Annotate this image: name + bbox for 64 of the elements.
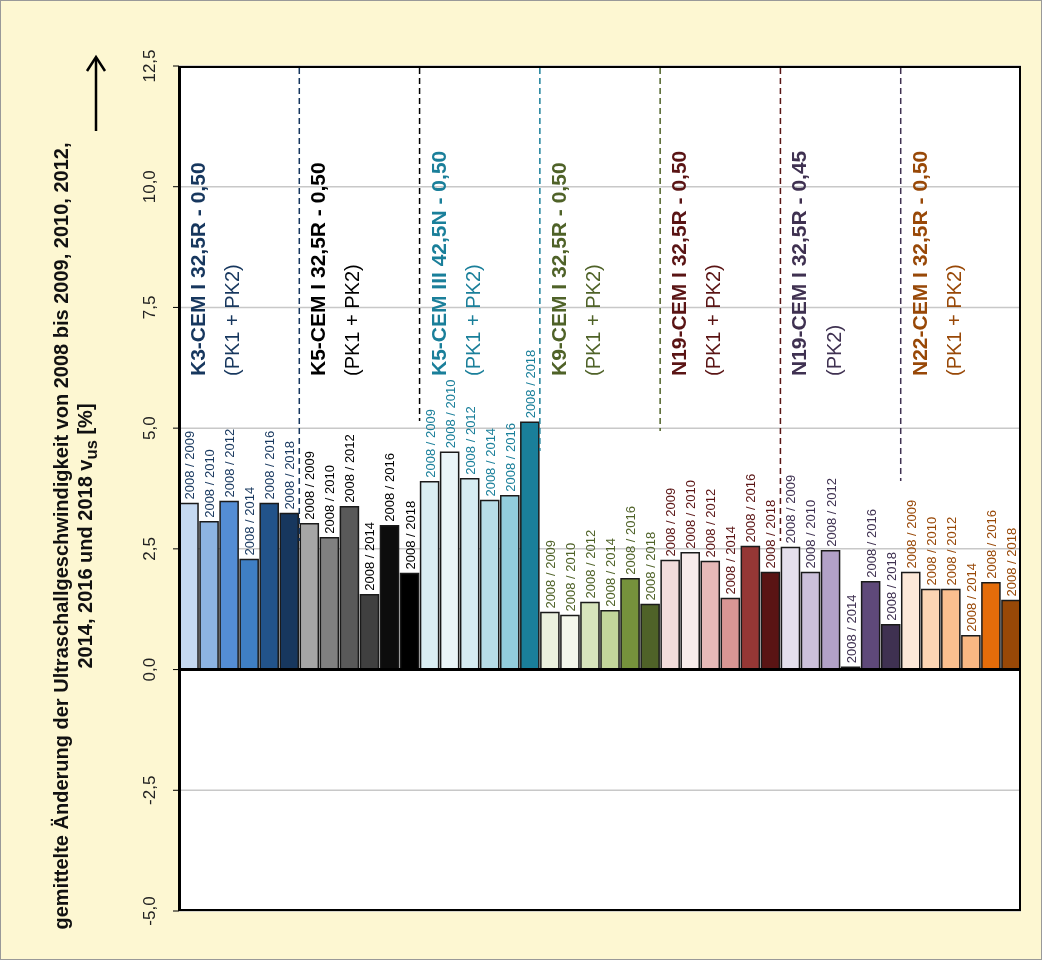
y-tick-label: 10,0 [140, 170, 159, 204]
annotation: (PK1 + PK2) [341, 264, 364, 376]
x-tick-label: 2008 / 2016 [863, 509, 879, 578]
x-tick-label: 2008 / 2009 [302, 451, 318, 520]
x-tick-label: 2008 / 2010 [683, 480, 699, 549]
x-tick-label: 2008 / 2018 [1003, 527, 1019, 597]
x-tick-label: 2008 / 2012 [823, 478, 839, 547]
x-tick-label: 2008 / 2010 [442, 379, 458, 449]
x-tick-label: 2008 / 2018 [883, 551, 899, 621]
x-tick-label: 2008 / 2018 [763, 499, 779, 569]
x-tick-label: 2008 / 2018 [643, 531, 659, 601]
annotation: (PK1 + PK2) [221, 264, 244, 376]
x-tick-label: 2008 / 2010 [202, 449, 218, 518]
annotation: (PK2) [822, 324, 845, 376]
x-tick-label: 2008 / 2018 [402, 500, 418, 570]
x-tick-label: 2008 / 2010 [923, 516, 939, 586]
x-tick-label: 2008 / 2009 [182, 430, 198, 500]
x-tick-label: 2008 / 2009 [422, 409, 438, 478]
y-tick-label: 2,5 [140, 537, 159, 561]
x-tick-label: 2008 / 2009 [903, 499, 919, 569]
y-tick-label: -5,0 [140, 896, 159, 926]
x-tick-label: 2008 / 2014 [723, 525, 739, 595]
annotation: K5-CEM III 42,5N - 0,50 [426, 150, 450, 376]
x-tick-label: 2008 / 2012 [703, 488, 719, 558]
x-tick-label: 2008 / 2012 [462, 406, 478, 475]
x-tick-label: 2008 / 2014 [603, 537, 619, 607]
annotation: N22-CEM I 32,5R - 0,50 [907, 150, 931, 376]
x-tick-label: 2008 / 2010 [322, 465, 338, 534]
x-tick-label: 2008 / 2016 [502, 423, 518, 492]
y-tick-label: 5,0 [140, 416, 159, 440]
x-tick-label: 2008 / 2014 [843, 594, 859, 664]
annotation: K3-CEM I 32,5R - 0,50 [186, 162, 210, 376]
x-tick-label: 2008 / 2010 [803, 499, 819, 569]
x-tick-label: 2008 / 2018 [282, 440, 298, 510]
annotation: N19-CEM I 32,5R - 0,45 [787, 150, 811, 376]
annotation: (PK1 + PK2) [702, 264, 725, 376]
x-tick-label: 2008 / 2016 [382, 452, 398, 522]
annotation: (PK1 + PK2) [942, 264, 965, 376]
x-tick-label: 2008 / 2009 [663, 487, 679, 557]
x-tick-label: 2008 / 2016 [262, 430, 278, 500]
annotation: K5-CEM I 32,5R - 0,50 [306, 162, 330, 376]
x-tick-label: 2008 / 2014 [482, 427, 498, 497]
annotation: (PK1 + PK2) [581, 264, 604, 376]
x-tick-label: 2008 / 2012 [582, 529, 598, 599]
x-tick-label: 2008 / 2016 [743, 473, 759, 543]
annotation: K9-CEM I 32,5R - 0,50 [546, 162, 570, 376]
y-tick-label: 7,5 [140, 295, 159, 320]
x-tick-label: 2008 / 2016 [623, 506, 639, 575]
x-tick-label: 2008 / 2009 [542, 539, 558, 609]
annotation: N19-CEM I 32,5R - 0,50 [667, 150, 691, 376]
x-tick-label: 2008 / 2012 [342, 434, 358, 503]
x-tick-label: 2008 / 2012 [943, 516, 959, 586]
y-tick-label: -2,5 [140, 775, 159, 805]
annotation: (PK1 + PK2) [461, 264, 484, 376]
x-tick-label: 2008 / 2018 [522, 349, 538, 419]
y-tick-label: 12,5 [140, 49, 159, 83]
y-tick-label: 0,0 [140, 657, 159, 682]
x-tick-label: 2008 / 2016 [983, 509, 999, 579]
x-tick-label: 2008 / 2012 [222, 428, 238, 498]
x-tick-label: 2008 / 2014 [963, 563, 979, 632]
x-tick-label: 2008 / 2014 [362, 522, 378, 591]
x-tick-label: 2008 / 2014 [242, 486, 258, 556]
x-tick-label: 2008 / 2010 [562, 542, 578, 612]
x-tick-label: 2008 / 2009 [783, 474, 799, 544]
